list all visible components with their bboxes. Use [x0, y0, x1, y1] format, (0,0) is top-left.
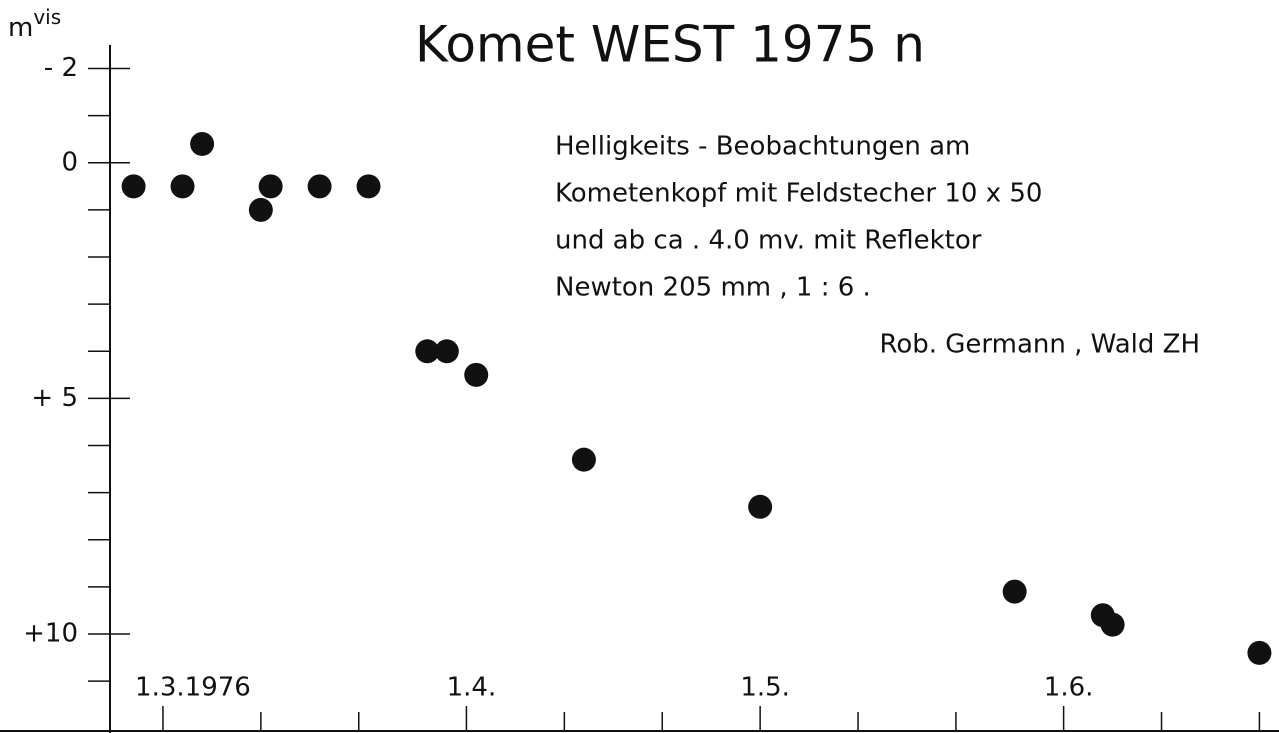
point [1100, 612, 1125, 637]
point [190, 131, 215, 156]
x-tick-label: 1.6. [1044, 673, 1094, 703]
annotation-line: Newton 205 mm , 1 : 6 . [555, 273, 871, 303]
annotation-line: und ab ca . 4.0 mv. mit Reflektor [555, 226, 982, 256]
point [170, 174, 195, 199]
point [356, 174, 381, 199]
y-axis-label: mvis [8, 5, 61, 43]
annotation: Helligkeits - Beobachtungen am Kometenkop… [555, 132, 1042, 303]
y-tick-label: +10 [23, 619, 78, 649]
x-tick-label: 1.5. [740, 673, 790, 703]
x-tick-label: 1.4. [447, 673, 497, 703]
credit: Rob. Germann , Wald ZH [879, 330, 1200, 360]
point [248, 197, 273, 222]
y-tick-label: 0 [61, 147, 78, 177]
point [415, 339, 440, 364]
point [748, 494, 773, 519]
y-label-main: m [8, 13, 33, 43]
y-tick-label: - 2 [44, 53, 78, 83]
chart-title: Komet WEST 1975 n [415, 16, 925, 74]
y-tick-label: + 5 [31, 383, 78, 413]
point [1002, 579, 1027, 604]
x-tick-label: 1.3.1976 [135, 673, 251, 703]
point [434, 339, 459, 364]
point [307, 174, 332, 199]
annotation-line: Kometenkopf mit Feldstecher 10 x 50 [555, 179, 1042, 209]
point [571, 447, 596, 472]
point [1247, 640, 1272, 665]
y-label-sup: vis [33, 5, 61, 29]
point [121, 174, 146, 199]
annotation-line: Helligkeits - Beobachtungen am [555, 132, 970, 162]
point [464, 362, 489, 387]
point [258, 174, 283, 199]
